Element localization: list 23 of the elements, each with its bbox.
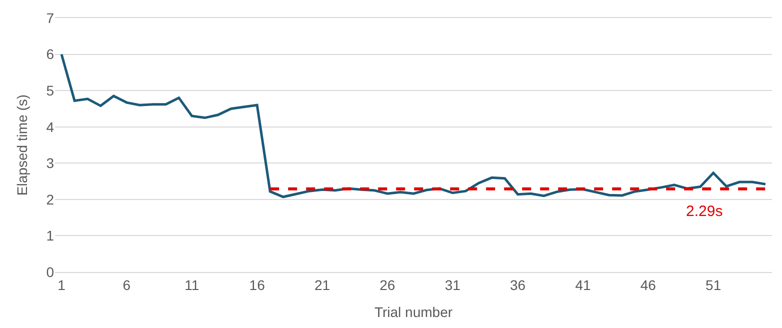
x-tick-label: 26 xyxy=(380,276,396,293)
y-tick-label: 7 xyxy=(46,10,54,26)
x-tick-label: 51 xyxy=(706,276,722,293)
y-tick-label: 0 xyxy=(46,264,54,280)
x-tick-label: 11 xyxy=(184,276,200,293)
x-tick-label: 21 xyxy=(314,276,330,293)
x-tick-label: 6 xyxy=(122,276,131,293)
x-axis-title: Trial number xyxy=(374,304,453,320)
y-tick-label: 5 xyxy=(46,82,54,98)
x-tick-label: 46 xyxy=(640,276,656,293)
x-tick-label: 1 xyxy=(58,276,66,293)
y-tick-label: 3 xyxy=(46,155,54,172)
x-tick-label: 41 xyxy=(575,276,591,293)
y-tick-label: 4 xyxy=(46,118,54,135)
y-tick-label: 2 xyxy=(46,191,54,208)
y-tick-label: 1 xyxy=(46,228,54,244)
x-tick-label: 36 xyxy=(510,276,526,293)
x-tick-label: 16 xyxy=(249,276,266,293)
y-axis-title: Elapsed time (s) xyxy=(14,94,30,196)
annotation: 2.29s xyxy=(686,203,723,220)
y-tick-label: 6 xyxy=(46,46,54,62)
line-series xyxy=(60,53,767,198)
x-tick-label: 31 xyxy=(444,276,461,293)
